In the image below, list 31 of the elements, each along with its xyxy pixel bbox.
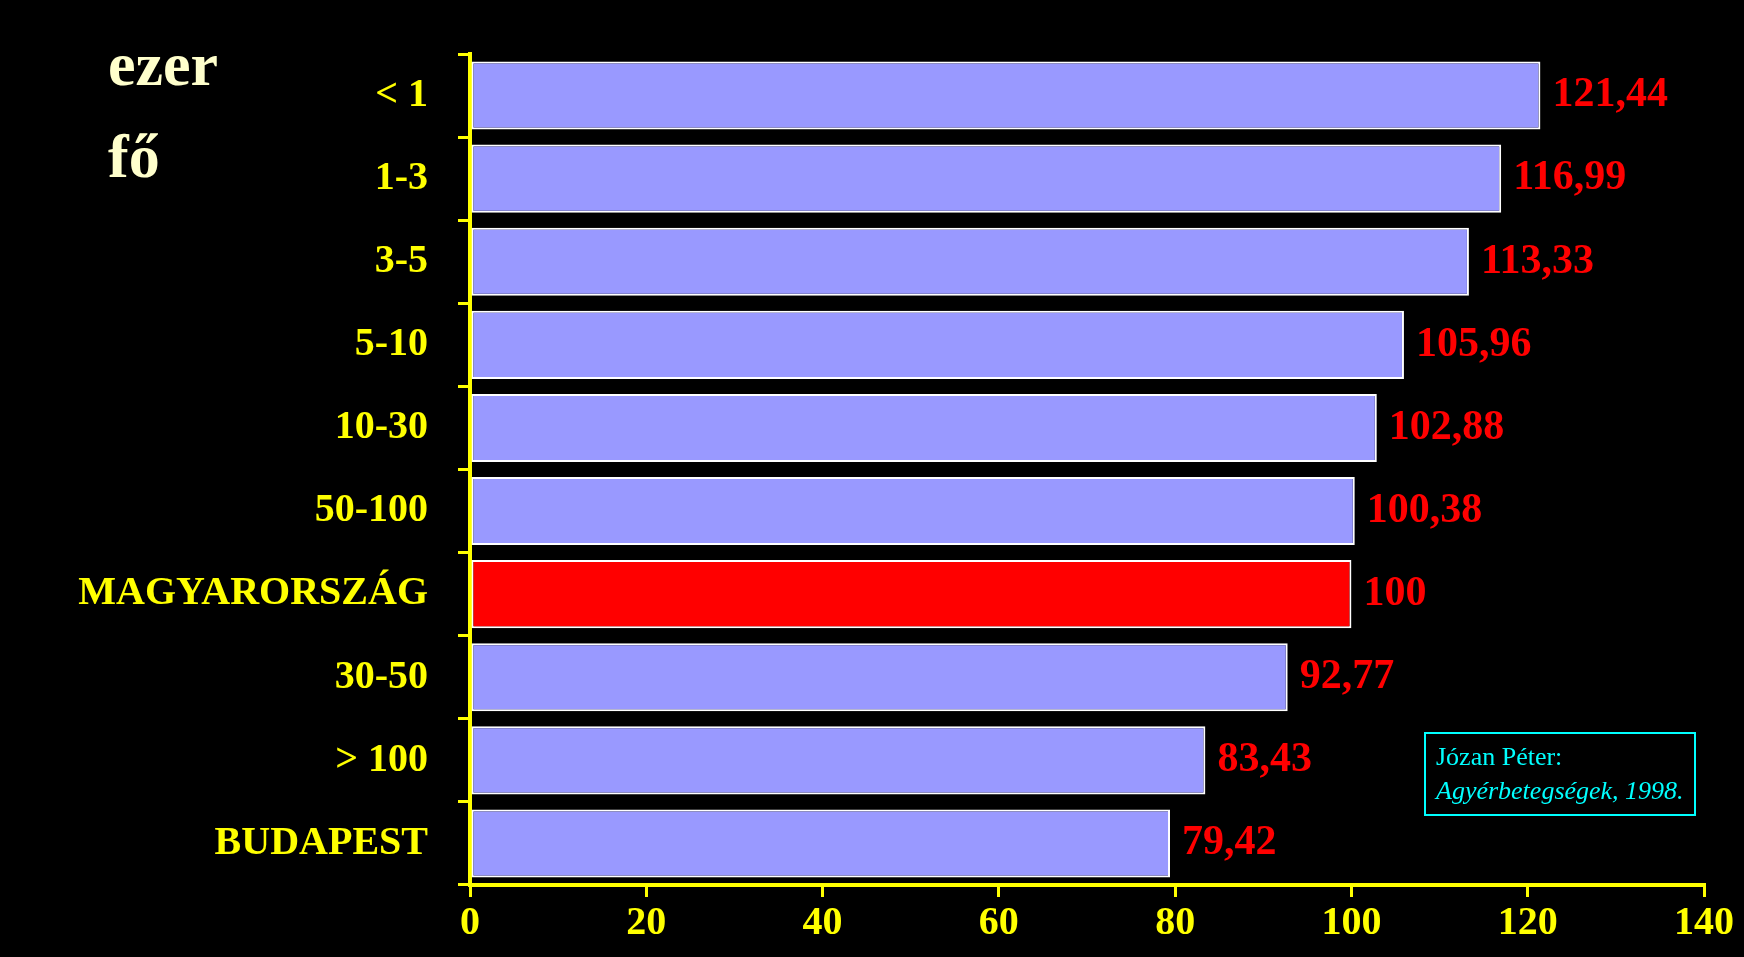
y-tick-label: 3-5 <box>374 236 428 282</box>
data-label: 92,77 <box>1299 651 1395 698</box>
y-tick-label: > 100 <box>335 734 428 780</box>
data-label: 79,42 <box>1182 817 1277 864</box>
y-tick-label: < 1 <box>375 69 428 115</box>
data-label: 121,44 <box>1552 69 1668 116</box>
x-tick-label: 0 <box>460 898 480 944</box>
x-tick-label: 80 <box>1155 898 1196 944</box>
y-tick-label: 50-100 <box>314 485 428 531</box>
y-tick-label: BUDAPEST <box>214 817 429 863</box>
data-label: 100,38 <box>1366 484 1483 531</box>
x-tick-label: 120 <box>1497 898 1558 944</box>
y-tick-label: 5-10 <box>354 319 428 365</box>
data-label: 116,99 <box>1513 152 1627 199</box>
data-label: 105,96 <box>1415 318 1532 365</box>
data-label: 102,88 <box>1388 401 1505 448</box>
y-tick-label: 10-30 <box>334 402 428 448</box>
data-label: 113,33 <box>1480 235 1595 282</box>
y-axis-title: ezer fő <box>108 29 218 192</box>
x-tick-label: 140 <box>1674 898 1734 944</box>
annotation: Józan Péter: <box>1436 741 1564 773</box>
annotation: Agyérbetegségek, 1998. <box>1436 775 1684 807</box>
x-tick-label: 20 <box>626 898 667 944</box>
y-tick-label: MAGYARORSZÁG <box>78 568 428 614</box>
x-tick-label: 40 <box>802 898 843 944</box>
data-label: 100 <box>1363 567 1427 614</box>
y-tick-label: 1-3 <box>374 152 428 198</box>
x-tick-label: 60 <box>978 898 1019 944</box>
data-label: 83,43 <box>1217 734 1312 781</box>
y-tick-label: 30-50 <box>334 651 428 697</box>
x-tick-label: 100 <box>1321 898 1382 944</box>
